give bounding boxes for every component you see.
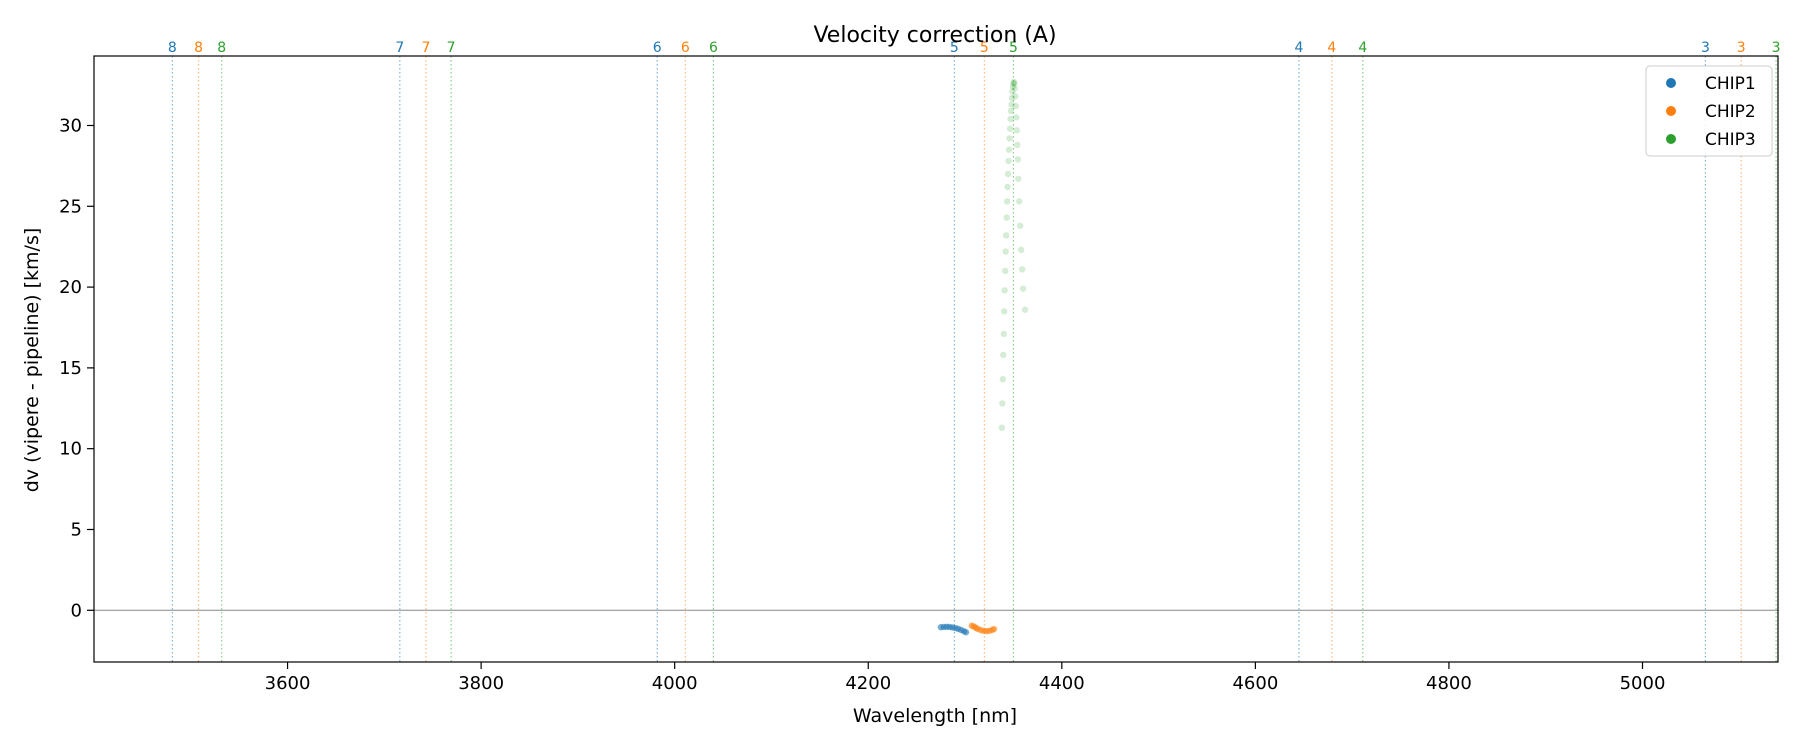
x-tick-label: 4400: [1039, 673, 1085, 694]
y-axis: 0 5 10 15 20 25 30: [59, 115, 94, 621]
legend-marker-chip1: [1666, 78, 1676, 88]
data-point-chip3: [1007, 107, 1015, 115]
data-point-chip3: [1012, 93, 1019, 100]
legend-label: CHIP1: [1705, 74, 1756, 94]
data-point-chip3: [1000, 351, 1007, 359]
x-tick-label: 4000: [652, 673, 698, 694]
data-point-chip3: [1005, 157, 1012, 165]
data-point-chip3: [1017, 222, 1024, 229]
y-axis-label: dv (vipere - pipeline) [km/s]: [21, 228, 43, 493]
data-point-chip3: [1014, 141, 1021, 149]
data-point-chip3: [1021, 306, 1029, 313]
order-label: 7: [421, 40, 430, 56]
data-point-chip3: [1019, 285, 1027, 292]
y-tick-label: 15: [59, 358, 82, 379]
y-tick-label: 10: [59, 439, 82, 460]
data-points: [937, 78, 1029, 636]
data-point-chip3: [998, 424, 1006, 431]
data-point-chip2: [990, 625, 998, 633]
data-point-chip3: [1015, 175, 1022, 183]
x-tick-label: 4800: [1426, 673, 1472, 694]
x-tick-label: 4200: [845, 673, 891, 694]
data-point-chip3: [1011, 85, 1019, 92]
order-label: 6: [681, 40, 690, 56]
y-tick-label: 25: [59, 196, 82, 217]
legend: CHIP1 CHIP2 CHIP3: [1645, 65, 1773, 157]
order-label: 3: [1737, 40, 1746, 56]
data-point-chip3: [1008, 94, 1016, 102]
legend-label: CHIP2: [1705, 102, 1756, 122]
order-label: 6: [709, 40, 718, 56]
x-tick-label: 3600: [265, 673, 311, 694]
data-point-chip3: [1004, 183, 1011, 191]
data-point-chip3: [999, 376, 1006, 383]
data-point-chip3: [1010, 78, 1018, 86]
y-tick-label: 20: [59, 277, 82, 298]
order-label: 5: [980, 40, 989, 56]
data-point-chip3: [1009, 83, 1017, 90]
data-point-chip3: [1013, 114, 1020, 121]
order-label: 8: [194, 40, 203, 56]
data-point-chip3: [1011, 80, 1018, 87]
data-point-chip3: [1017, 246, 1025, 254]
legend-box: [1645, 65, 1773, 157]
plot-frame: [93, 55, 1779, 663]
data-point-chip3: [1018, 266, 1026, 273]
y-tick-label: 5: [71, 519, 82, 540]
order-label: 5: [950, 40, 959, 56]
data-point-chip3: [1016, 198, 1023, 205]
data-point-chip3: [1014, 156, 1021, 163]
data-point-chip3: [1004, 170, 1012, 178]
order-label: 3: [1772, 40, 1781, 56]
legend-label: CHIP3: [1705, 130, 1756, 150]
data-point-chip3: [1006, 135, 1013, 142]
order-label: 7: [447, 40, 456, 56]
data-point-chip3: [1000, 330, 1007, 338]
order-label: 4: [1327, 40, 1336, 56]
x-tick-label: 5000: [1620, 673, 1666, 694]
data-point-chip3: [1008, 101, 1015, 108]
data-point-chip3: [1013, 127, 1021, 134]
data-point-chip3: [1012, 102, 1020, 110]
data-point-chip3: [1002, 248, 1009, 255]
order-label: 5: [1009, 40, 1018, 56]
order-label: 8: [168, 40, 177, 56]
legend-marker-chip3: [1666, 134, 1676, 144]
data-point-chip3: [1002, 232, 1010, 239]
x-axis: 3600 3800 4000 4200 4400 4600 4800 5000: [265, 662, 1666, 694]
data-point-chip3: [1001, 267, 1009, 275]
data-point-chip3: [1001, 308, 1008, 315]
x-axis-label: Wavelength [nm]: [853, 705, 1017, 727]
x-tick-label: 4600: [1232, 673, 1278, 694]
data-point-chip3: [1005, 146, 1013, 153]
order-label: 3: [1701, 40, 1710, 56]
order-label: 6: [653, 40, 662, 56]
order-label: 4: [1358, 40, 1367, 56]
y-tick-label: 0: [71, 600, 82, 621]
data-point-chip3: [1003, 214, 1010, 221]
data-point-chip1: [962, 629, 970, 636]
legend-marker-chip2: [1666, 106, 1676, 116]
order-label: 8: [217, 40, 226, 56]
data-point-chip3: [1001, 287, 1008, 294]
data-point-chip3: [1007, 115, 1014, 123]
data-point-chip3: [1009, 88, 1016, 95]
order-label: 7: [395, 40, 404, 56]
chart-title: Velocity correction (A): [813, 23, 1056, 48]
x-tick-label: 3800: [458, 673, 504, 694]
data-point-chip3: [1006, 125, 1014, 132]
data-point-chip3: [1003, 198, 1011, 205]
y-tick-label: 30: [59, 115, 82, 136]
data-point-chip3: [999, 400, 1006, 407]
order-label: 4: [1294, 40, 1303, 56]
data-point-chip3: [1010, 80, 1017, 87]
